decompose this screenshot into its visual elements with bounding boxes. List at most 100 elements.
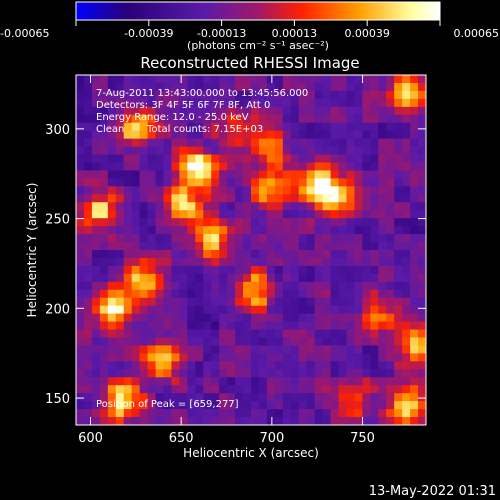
heatmap-cell <box>370 178 379 187</box>
heatmap-cell <box>203 178 212 187</box>
heatmap-cell <box>306 305 316 315</box>
heatmap-cell <box>251 273 260 283</box>
heatmap-cell <box>330 401 339 410</box>
heatmap-cell <box>298 257 308 267</box>
heatmap-cell <box>346 122 355 132</box>
heatmap-cell <box>203 369 212 378</box>
heatmap-cell <box>402 273 411 283</box>
heatmap-cell <box>227 210 236 219</box>
heatmap-cell <box>179 162 188 171</box>
heatmap-cell <box>115 178 125 187</box>
heatmap-cell <box>338 329 347 338</box>
heatmap-cell <box>179 321 188 330</box>
heatmap-cell <box>99 385 109 394</box>
heatmap-cell <box>91 250 101 259</box>
heatmap-cell <box>147 361 156 370</box>
heatmap-cell <box>99 114 109 124</box>
heatmap-cell <box>258 210 268 219</box>
heatmap-cell <box>76 234 85 243</box>
heatmap-cell <box>362 226 371 235</box>
heatmap-cell <box>386 409 395 418</box>
heatmap-cell <box>354 226 363 235</box>
heatmap-cell <box>227 162 236 171</box>
heatmap-cell <box>298 114 308 124</box>
heatmap-cell <box>187 226 196 235</box>
heatmap-cell <box>123 90 133 100</box>
heatmap-cell <box>147 273 156 283</box>
heatmap-cell <box>115 186 125 195</box>
heatmap-cell <box>83 250 93 259</box>
heatmap-cell <box>322 369 331 378</box>
heatmap-cell <box>211 114 220 124</box>
heatmap-cell <box>139 305 148 315</box>
heatmap-cell <box>171 122 180 132</box>
heatmap-cell <box>346 313 355 322</box>
heatmap-cell <box>266 281 276 291</box>
heatmap-cell <box>418 265 426 275</box>
heatmap-cell <box>187 75 196 84</box>
heatmap-cell <box>338 82 347 92</box>
heatmap-cell <box>266 265 276 275</box>
heatmap-cell <box>155 250 164 259</box>
heatmap-cell <box>123 337 133 346</box>
heatmap-cell <box>99 393 109 402</box>
heatmap-cell <box>418 257 426 267</box>
heatmap-cell <box>187 265 196 275</box>
heatmap-cell <box>115 170 125 179</box>
heatmap-cell <box>171 337 180 346</box>
heatmap-cell <box>155 98 164 108</box>
heatmap-cell <box>282 226 292 235</box>
heatmap-cell <box>99 353 109 362</box>
heatmap-cell <box>290 154 300 163</box>
heatmap-cell <box>418 186 426 195</box>
heatmap-cell <box>123 170 133 179</box>
heatmap-cell <box>203 409 212 418</box>
heatmap-cell <box>251 130 260 140</box>
heatmap-cell <box>91 154 101 163</box>
heatmap-cell <box>155 393 164 402</box>
heatmap-cell <box>211 90 220 100</box>
heatmap-cell <box>362 90 371 100</box>
heatmap-cell <box>123 242 133 251</box>
heatmap-cell <box>378 305 387 315</box>
heatmap-cell <box>290 178 300 187</box>
heatmap-cell <box>251 162 260 171</box>
heatmap-cell <box>274 210 284 219</box>
heatmap-cell <box>179 186 188 195</box>
heatmap-cell <box>211 345 220 354</box>
heatmap-cell <box>258 154 268 163</box>
heatmap-cell <box>306 281 316 291</box>
heatmap-cell <box>163 146 172 155</box>
heatmap-cell <box>187 377 196 386</box>
heatmap-cell <box>251 281 260 291</box>
heatmap-cell <box>115 289 125 299</box>
heatmap-cell <box>139 218 148 227</box>
heatmap-cell <box>155 385 164 394</box>
heatmap-cell <box>258 265 268 275</box>
heatmap-cell <box>274 257 284 267</box>
heatmap-cell <box>83 234 93 243</box>
heatmap-cell <box>354 289 363 299</box>
heatmap-cell <box>163 257 172 267</box>
heatmap-cell <box>370 122 379 132</box>
heatmap-cell <box>187 385 196 394</box>
heatmap-cell <box>282 250 292 259</box>
heatmap-cell <box>251 114 260 124</box>
heatmap-cell <box>179 202 188 211</box>
heatmap-cell <box>394 250 403 259</box>
heatmap-cell <box>298 242 308 251</box>
heatmap-cell <box>243 409 252 418</box>
heatmap-cell <box>330 75 339 84</box>
heatmap-cell <box>235 154 244 163</box>
heatmap-cell <box>171 297 180 307</box>
heatmap-cell <box>155 186 164 195</box>
heatmap-cell <box>386 250 395 259</box>
annotation-clean: Clean <box>96 124 124 135</box>
heatmap-cell <box>370 234 379 243</box>
heatmap-cell <box>155 401 164 410</box>
heatmap-cell <box>107 337 117 346</box>
heatmap-cell <box>378 146 387 155</box>
heatmap-cell <box>155 106 164 116</box>
heatmap-cell <box>330 281 339 291</box>
heatmap-cell <box>163 337 172 346</box>
